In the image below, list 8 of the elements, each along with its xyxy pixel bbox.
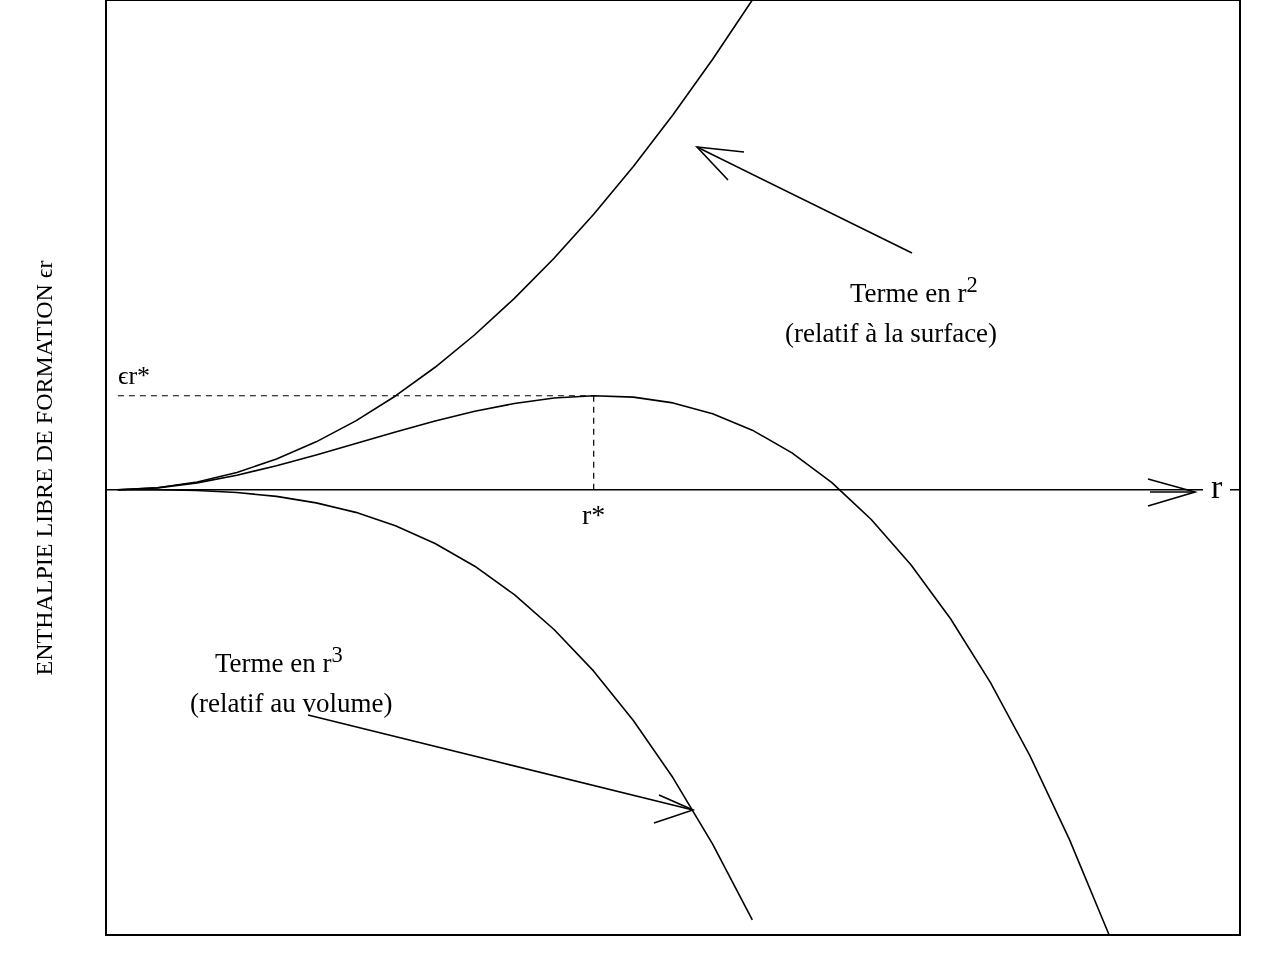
annotation: Terme en r$^{2}$ <box>850 272 978 309</box>
annotation: (relatif à la surface) <box>785 318 998 349</box>
annotation: Terme en r$^{3}$ <box>215 642 343 679</box>
annotation: (relatif au volume) <box>190 688 393 719</box>
y-axis-title: ENTHALPIE LIBRE DE FORMATION ϵr <box>30 260 57 676</box>
annotation: r* <box>582 498 606 530</box>
x-axis-title: r <box>1203 468 1231 506</box>
ref-line-label: ϵr* <box>117 360 151 390</box>
